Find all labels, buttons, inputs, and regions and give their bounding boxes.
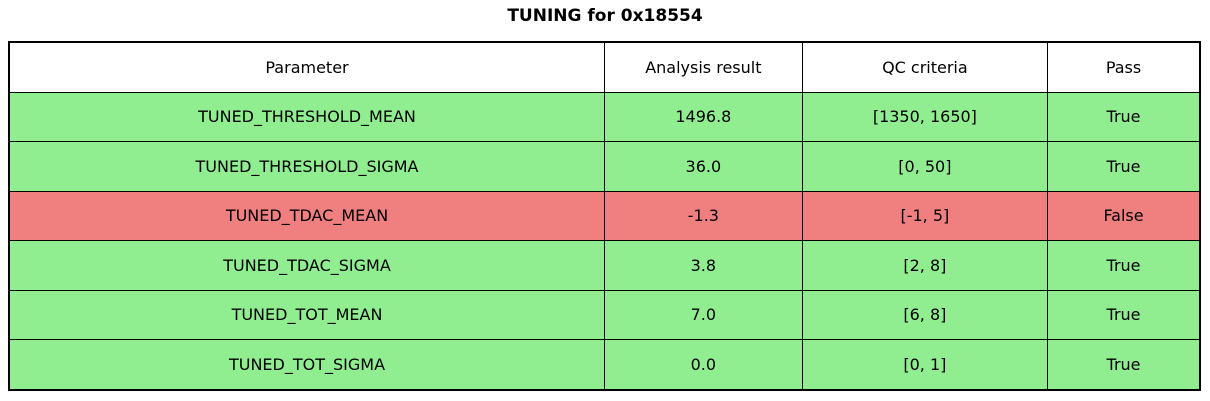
cell-parameter: TUNED_TOT_SIGMA [8,339,605,390]
cell-pass-status: True [1047,91,1201,142]
column-header-qc-criteria: QC criteria [801,41,1049,93]
cell-criteria: [0, 1] [801,339,1049,390]
page-title: TUNING for 0x18554 [507,6,703,26]
cell-result: 1496.8 [604,91,803,142]
cell-parameter: TUNED_TDAC_MEAN [8,190,605,241]
cell-criteria: [-1, 5] [801,190,1049,241]
table-header-row: Parameter Analysis result QC criteria Pa… [8,41,1201,93]
cell-pass-status: True [1047,339,1201,390]
cell-parameter: TUNED_THRESHOLD_SIGMA [8,141,605,192]
cell-criteria: [1350, 1650] [801,91,1049,142]
cell-result: 36.0 [604,141,803,192]
table-row: TUNED_THRESHOLD_SIGMA 36.0 [0, 50] True [8,141,1201,192]
table-row: TUNED_TOT_MEAN 7.0 [6, 8] True [8,289,1201,340]
table-row: TUNED_TDAC_SIGMA 3.8 [2, 8] True [8,240,1201,291]
cell-result: -1.3 [604,190,803,241]
cell-result: 7.0 [604,289,803,340]
table-row: TUNED_TDAC_MEAN -1.3 [-1, 5] False [8,190,1201,241]
cell-criteria: [0, 50] [801,141,1049,192]
column-header-pass: Pass [1047,41,1201,93]
cell-criteria: [2, 8] [801,240,1049,291]
cell-pass-status: True [1047,289,1201,340]
table-row: TUNED_THRESHOLD_MEAN 1496.8 [1350, 1650]… [8,91,1201,142]
cell-pass-status: True [1047,141,1201,192]
table-row: TUNED_TOT_SIGMA 0.0 [0, 1] True [8,339,1201,390]
cell-parameter: TUNED_TOT_MEAN [8,289,605,340]
cell-result: 3.8 [604,240,803,291]
qc-results-table: Parameter Analysis result QC criteria Pa… [8,41,1201,391]
cell-pass-status: False [1047,190,1201,241]
column-header-analysis-result: Analysis result [604,41,803,93]
cell-parameter: TUNED_THRESHOLD_MEAN [8,91,605,142]
cell-pass-status: True [1047,240,1201,291]
column-header-parameter: Parameter [8,41,605,93]
cell-result: 0.0 [604,339,803,390]
cell-parameter: TUNED_TDAC_SIGMA [8,240,605,291]
cell-criteria: [6, 8] [801,289,1049,340]
